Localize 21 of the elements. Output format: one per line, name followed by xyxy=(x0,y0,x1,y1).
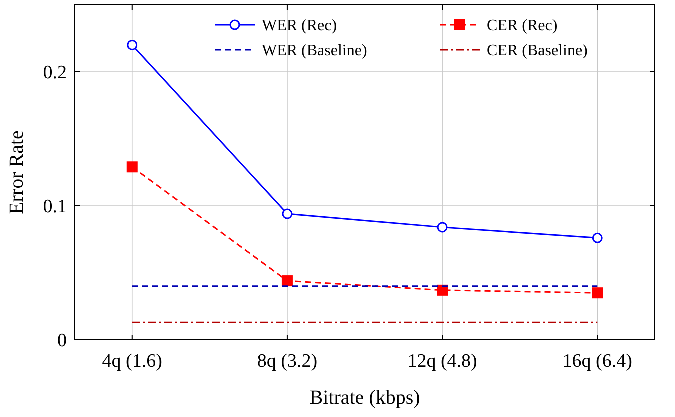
point xyxy=(282,276,293,287)
x-tick-label: 4q (1.6) xyxy=(102,351,162,372)
y-tick-label: 0.1 xyxy=(43,196,67,218)
point xyxy=(592,288,604,299)
point xyxy=(592,232,603,244)
point xyxy=(126,162,138,173)
x-tick-label: 12q (4.8) xyxy=(408,351,478,372)
legend-label: CER (Rec) xyxy=(487,18,558,35)
point xyxy=(437,222,448,233)
x-axis-title: Bitrate (kbps) xyxy=(310,387,420,409)
y-tick-label: 0 xyxy=(58,330,67,352)
point xyxy=(282,208,293,220)
point xyxy=(127,40,138,50)
legend-label: WER (Baseline) xyxy=(262,42,368,60)
y-tick-label: 0.2 xyxy=(43,62,67,84)
point xyxy=(437,284,448,296)
legend-label: WER (Rec) xyxy=(262,18,338,35)
x-tick-label: 8q (3.2) xyxy=(257,351,318,372)
y-axis-title: Error Rate xyxy=(6,130,28,214)
legend-label: CER (Baseline) xyxy=(487,42,588,60)
x-tick-label: 16q (6.4) xyxy=(562,351,632,372)
